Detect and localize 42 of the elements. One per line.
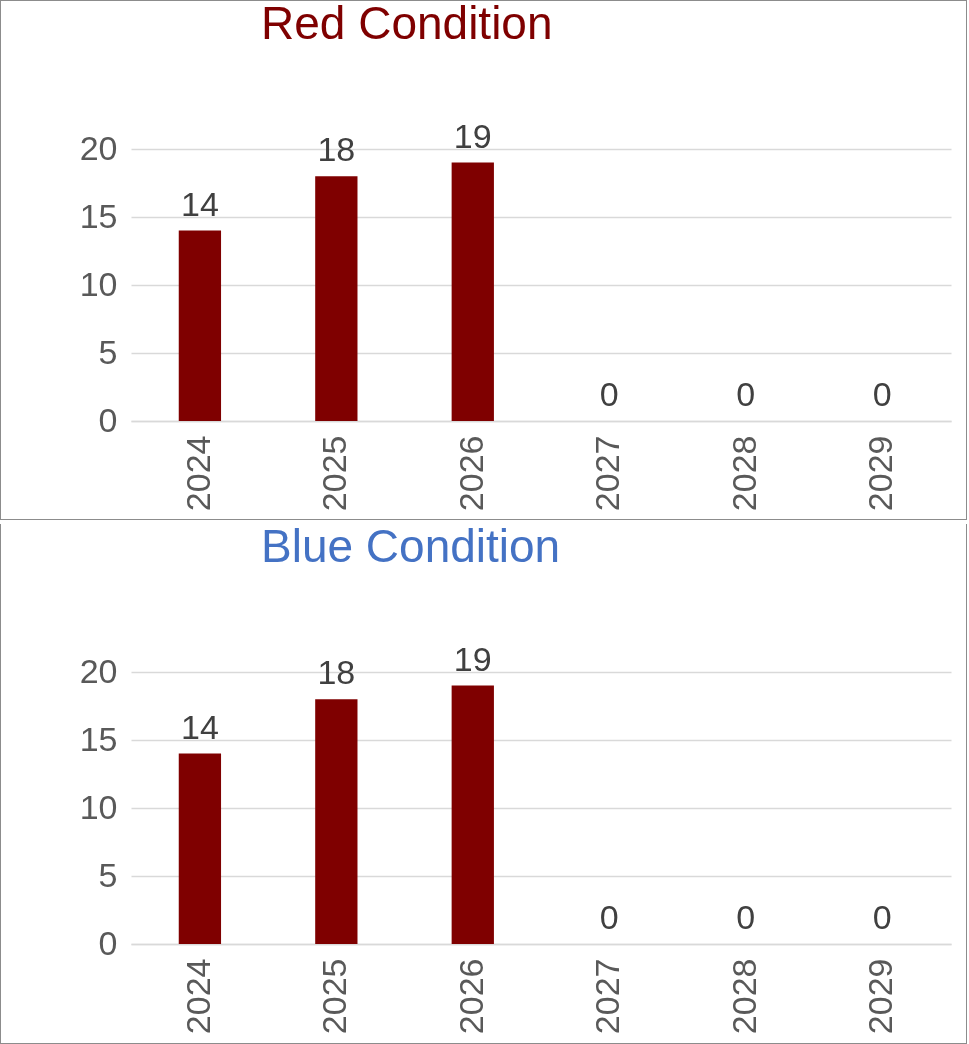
y-tick-label: 20 — [79, 651, 118, 690]
y-tick-label: 0 — [98, 923, 118, 962]
data-label: 0 — [736, 898, 756, 936]
bar — [451, 162, 494, 421]
data-label: 0 — [872, 898, 892, 936]
y-tick-label: 15 — [79, 196, 118, 235]
chart-title: Red Condition — [261, 0, 553, 49]
y-tick-label: 20 — [79, 128, 118, 167]
data-label: 0 — [872, 375, 892, 413]
x-tick-label: 2028 — [724, 958, 763, 1035]
bar — [178, 753, 222, 944]
y-tick-label: 5 — [98, 855, 118, 894]
data-label: 0 — [736, 375, 756, 413]
data-label: 14 — [180, 184, 219, 223]
y-tick-label: 5 — [98, 332, 118, 371]
x-tick-label: 2025 — [315, 435, 354, 512]
x-tick-label: 2024 — [178, 435, 217, 512]
data-label: 0 — [599, 375, 619, 413]
y-tick-label: 10 — [79, 264, 118, 303]
bar — [451, 685, 494, 944]
data-label: 18 — [317, 653, 356, 692]
x-tick-label: 2029 — [861, 958, 900, 1035]
y-tick-label: 10 — [79, 787, 118, 826]
y-tick-label: 0 — [98, 400, 118, 439]
x-tick-label: 2025 — [315, 958, 354, 1035]
x-tick-label: 2026 — [451, 435, 490, 512]
x-tick-label: 2028 — [724, 435, 763, 512]
data-label: 14 — [180, 707, 219, 746]
bar — [315, 699, 358, 944]
data-label: 19 — [453, 639, 492, 678]
bar — [178, 230, 222, 421]
x-tick-label: 2027 — [588, 958, 627, 1035]
chart-title: Blue Condition — [261, 519, 561, 572]
x-tick-label: 2024 — [178, 958, 217, 1035]
data-label: 0 — [599, 898, 619, 936]
x-tick-label: 2027 — [588, 435, 627, 512]
bar — [315, 176, 358, 421]
x-tick-label: 2029 — [861, 435, 900, 512]
data-label: 18 — [317, 130, 356, 169]
data-label: 19 — [453, 116, 492, 155]
y-tick-label: 15 — [79, 719, 118, 758]
x-tick-label: 2026 — [451, 958, 490, 1035]
